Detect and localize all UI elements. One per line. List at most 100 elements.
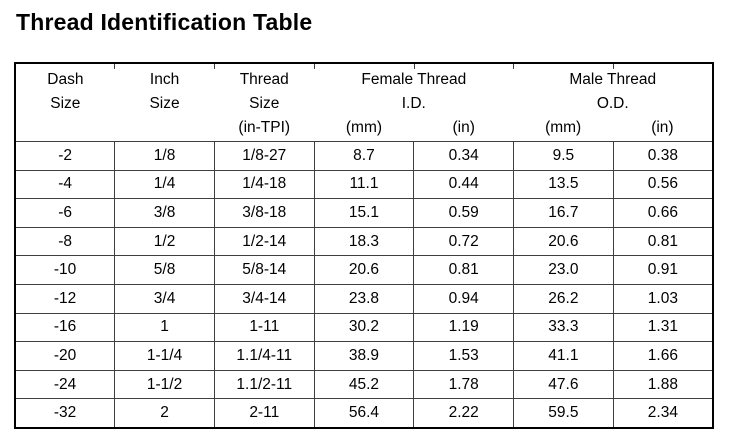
- table-cell: 47.6: [513, 369, 614, 400]
- table-cell: 1: [114, 312, 215, 343]
- table-row: -32 2 2-11 56.4 2.22 59.5 2.34: [14, 398, 714, 429]
- table-cell: 30.2: [313, 312, 415, 343]
- table-cell: 0.34: [413, 141, 515, 171]
- table-cell: 45.2: [313, 369, 415, 400]
- table-cell: 1.1/2-11: [213, 369, 315, 400]
- unit-label-mm: (mm): [345, 119, 383, 136]
- header-line: Size: [149, 95, 180, 112]
- table-cell: -8: [14, 226, 116, 257]
- table-row: -8 1/2 1/2-14 18.3 0.72 20.6 0.81: [14, 226, 714, 257]
- header-subunits: (mm) (in): [314, 116, 513, 140]
- table-cell: -24: [14, 369, 116, 400]
- table-cell: 0.44: [413, 169, 515, 200]
- table-cell: 3/4-14: [213, 283, 315, 314]
- table-header-row: Dash Size Inch Size Thread Size (in-TPI)…: [15, 63, 713, 142]
- table-row: -4 1/4 1/4-18 11.1 0.44 13.5 0.56: [14, 169, 714, 200]
- table-cell: 9.5: [513, 141, 614, 171]
- header-line: I.D.: [401, 95, 426, 112]
- header-line-spacer: [115, 116, 215, 140]
- table-header: Dash Size Inch Size Thread Size (in-TPI)…: [15, 63, 713, 142]
- table-cell: 0.81: [413, 255, 515, 285]
- table-cell: 0.94: [413, 283, 515, 314]
- table-cell: 1-1/4: [114, 341, 215, 371]
- table-cell: 23.0: [513, 255, 614, 285]
- table-cell: -10: [14, 255, 116, 285]
- table-cell: 5/8: [114, 255, 215, 285]
- table-cell: -4: [14, 169, 116, 200]
- table-cell: -20: [14, 341, 116, 371]
- table-cell: 20.6: [313, 255, 415, 285]
- table-cell: 1-1/2: [114, 369, 215, 400]
- table-cell: 2.34: [612, 398, 714, 429]
- table-row: -12 3/4 3/4-14 23.8 0.94 26.2 1.03: [14, 283, 714, 314]
- table-cell: 1/8-27: [213, 141, 315, 171]
- table-row: -16 1 1-11 30.2 1.19 33.3 1.31: [14, 312, 714, 343]
- header-line: Female Thread: [361, 71, 467, 88]
- header-line: (in-TPI): [238, 119, 291, 136]
- table-row: -2 1/8 1/8-27 8.7 0.34 9.5 0.38: [14, 141, 714, 171]
- header-line: Thread: [239, 71, 289, 88]
- header-line: Size: [50, 95, 81, 112]
- table-cell: -12: [14, 283, 116, 314]
- table-cell: 2.22: [413, 398, 515, 429]
- unit-label-in: (in): [452, 119, 475, 136]
- table-cell: 1.78: [413, 369, 515, 400]
- col-header-male-thread-od: Male Thread O.D. (mm) (in): [513, 63, 713, 142]
- table-cell: 33.3: [513, 312, 614, 343]
- table-cell: 1.66: [612, 341, 714, 371]
- table-cell: 8.7: [313, 141, 415, 171]
- table-cell: 3/8: [114, 198, 215, 228]
- table-cell: 0.66: [612, 198, 714, 228]
- table-cell: 3/4: [114, 283, 215, 314]
- table-cell: 1/4-18: [213, 169, 315, 200]
- unit-label-mm: (mm): [545, 119, 582, 136]
- table-cell: 26.2: [513, 283, 614, 314]
- table-row: -20 1-1/4 1.1/4-11 38.9 1.53 41.1 1.66: [14, 341, 714, 371]
- table-cell: 1.53: [413, 341, 515, 371]
- table-cell: 0.59: [413, 198, 515, 228]
- table-cell: 1/2: [114, 226, 215, 257]
- table-cell: 1/8: [114, 141, 215, 171]
- table-cell: 3/8-18: [213, 198, 315, 228]
- table-cell: -2: [14, 141, 116, 171]
- col-header-dash-size: Dash Size: [15, 63, 115, 142]
- header-subunits: (mm) (in): [514, 116, 712, 140]
- table-cell: 1.31: [612, 312, 714, 343]
- page-title: Thread Identification Table: [16, 9, 313, 35]
- table-cell: 23.8: [313, 283, 415, 314]
- table-cell: 1/4: [114, 169, 215, 200]
- header-line: O.D.: [596, 95, 629, 112]
- table-cell: 0.91: [612, 255, 714, 285]
- table-cell: 1.03: [612, 283, 714, 314]
- table-cell: 5/8-14: [213, 255, 315, 285]
- col-header-thread-size: Thread Size (in-TPI): [213, 63, 315, 142]
- table-cell: 2: [114, 398, 215, 429]
- table-cell: -32: [14, 398, 116, 429]
- table-cell: -6: [14, 198, 116, 228]
- table-cell: 0.72: [413, 226, 515, 257]
- table-cell: 18.3: [313, 226, 415, 257]
- table-cell: 2-11: [213, 398, 315, 429]
- header-line: Size: [249, 95, 280, 112]
- table-cell: 15.1: [313, 198, 415, 228]
- header-line-spacer: [16, 116, 115, 140]
- header-line: Dash: [47, 71, 84, 88]
- table-cell: -16: [14, 312, 116, 343]
- col-header-female-thread-id: Female Thread I.D. (mm) (in): [313, 63, 514, 142]
- table-body: -2 1/8 1/8-27 8.7 0.34 9.5 0.38 -4 1/4 1…: [14, 141, 714, 429]
- table-cell: 1-11: [213, 312, 315, 343]
- thread-identification-table: Dash Size Inch Size Thread Size (in-TPI)…: [14, 62, 714, 429]
- table-cell: 0.38: [612, 141, 714, 171]
- unit-label-in: (in): [651, 119, 674, 136]
- table-cell: 41.1: [513, 341, 614, 371]
- header-line: Inch: [149, 71, 180, 88]
- header-line: Male Thread: [569, 71, 657, 88]
- table-cell: 1.19: [413, 312, 515, 343]
- table-row: -24 1-1/2 1.1/2-11 45.2 1.78 47.6 1.88: [14, 369, 714, 400]
- table-cell: 59.5: [513, 398, 614, 429]
- table-cell: 1.88: [612, 369, 714, 400]
- table-cell: 13.5: [513, 169, 614, 200]
- table-row: -10 5/8 5/8-14 20.6 0.81 23.0 0.91: [14, 255, 714, 285]
- table-cell: 0.81: [612, 226, 714, 257]
